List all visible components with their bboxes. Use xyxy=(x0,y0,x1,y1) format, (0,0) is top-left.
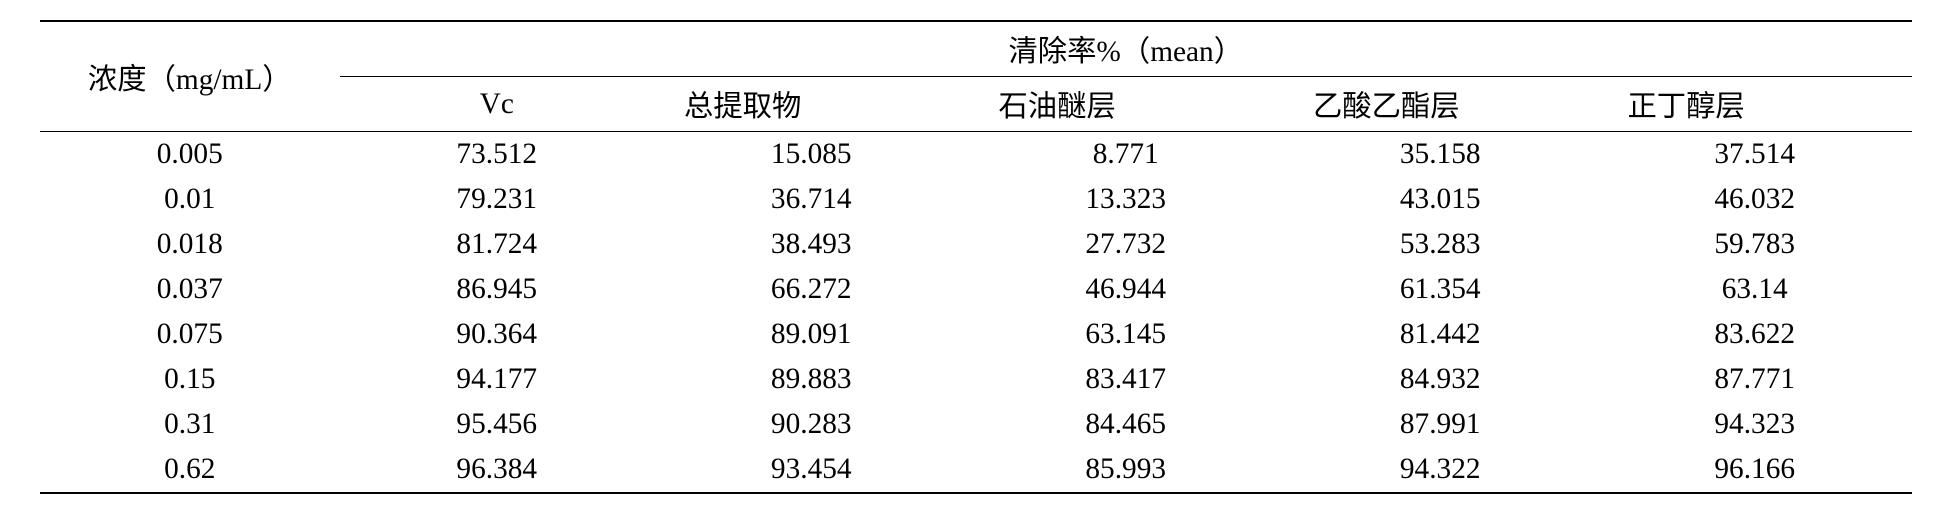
header-clearance-group: 清除率%（mean） xyxy=(340,21,1912,77)
cell-conc: 0.31 xyxy=(40,402,340,447)
cell-value: 93.454 xyxy=(654,447,968,493)
subheader-pet-ether: 石油醚层 xyxy=(968,77,1282,132)
cell-value: 8.771 xyxy=(968,132,1282,178)
cell-value: 63.14 xyxy=(1597,267,1912,312)
cell-value: 43.015 xyxy=(1283,177,1597,222)
cell-value: 83.622 xyxy=(1597,312,1912,357)
cell-value: 46.032 xyxy=(1597,177,1912,222)
cell-value: 53.283 xyxy=(1283,222,1597,267)
cell-value: 38.493 xyxy=(654,222,968,267)
cell-value: 35.158 xyxy=(1283,132,1597,178)
cell-value: 81.442 xyxy=(1283,312,1597,357)
table-row: 0.62 96.384 93.454 85.993 94.322 96.166 xyxy=(40,447,1912,493)
cell-conc: 0.15 xyxy=(40,357,340,402)
cell-conc: 0.018 xyxy=(40,222,340,267)
cell-value: 85.993 xyxy=(968,447,1282,493)
table-row: 0.15 94.177 89.883 83.417 84.932 87.771 xyxy=(40,357,1912,402)
table-header: 浓度（mg/mL） 清除率%（mean） Vc 总提取物 石油醚层 乙酸乙酯层 … xyxy=(40,21,1912,132)
cell-value: 90.364 xyxy=(340,312,654,357)
cell-value: 87.991 xyxy=(1283,402,1597,447)
table-row: 0.075 90.364 89.091 63.145 81.442 83.622 xyxy=(40,312,1912,357)
subheader-ethyl-acetate: 乙酸乙酯层 xyxy=(1283,77,1597,132)
subheader-vc: Vc xyxy=(340,77,654,132)
cell-conc: 0.01 xyxy=(40,177,340,222)
table-row: 0.037 86.945 66.272 46.944 61.354 63.14 xyxy=(40,267,1912,312)
cell-value: 83.417 xyxy=(968,357,1282,402)
cell-value: 87.771 xyxy=(1597,357,1912,402)
table-row: 0.31 95.456 90.283 84.465 87.991 94.323 xyxy=(40,402,1912,447)
cell-value: 66.272 xyxy=(654,267,968,312)
cell-value: 61.354 xyxy=(1283,267,1597,312)
cell-value: 36.714 xyxy=(654,177,968,222)
cell-value: 94.322 xyxy=(1283,447,1597,493)
cell-value: 37.514 xyxy=(1597,132,1912,178)
cell-value: 94.323 xyxy=(1597,402,1912,447)
cell-value: 73.512 xyxy=(340,132,654,178)
table-row: 0.005 73.512 15.085 8.771 35.158 37.514 xyxy=(40,132,1912,178)
cell-conc: 0.62 xyxy=(40,447,340,493)
cell-value: 95.456 xyxy=(340,402,654,447)
cell-value: 81.724 xyxy=(340,222,654,267)
cell-value: 63.145 xyxy=(968,312,1282,357)
cell-value: 89.883 xyxy=(654,357,968,402)
cell-value: 84.465 xyxy=(968,402,1282,447)
cell-value: 89.091 xyxy=(654,312,968,357)
table-body: 0.005 73.512 15.085 8.771 35.158 37.514 … xyxy=(40,132,1912,494)
cell-value: 46.944 xyxy=(968,267,1282,312)
cell-value: 94.177 xyxy=(340,357,654,402)
cell-conc: 0.005 xyxy=(40,132,340,178)
cell-value: 96.384 xyxy=(340,447,654,493)
table-row: 0.01 79.231 36.714 13.323 43.015 46.032 xyxy=(40,177,1912,222)
table-row: 0.018 81.724 38.493 27.732 53.283 59.783 xyxy=(40,222,1912,267)
cell-value: 84.932 xyxy=(1283,357,1597,402)
header-concentration: 浓度（mg/mL） xyxy=(40,21,340,132)
cell-value: 15.085 xyxy=(654,132,968,178)
cell-value: 13.323 xyxy=(968,177,1282,222)
cell-conc: 0.075 xyxy=(40,312,340,357)
cell-conc: 0.037 xyxy=(40,267,340,312)
cell-value: 86.945 xyxy=(340,267,654,312)
cell-value: 90.283 xyxy=(654,402,968,447)
clearance-rate-table: 浓度（mg/mL） 清除率%（mean） Vc 总提取物 石油醚层 乙酸乙酯层 … xyxy=(40,20,1912,494)
cell-value: 59.783 xyxy=(1597,222,1912,267)
cell-value: 79.231 xyxy=(340,177,654,222)
cell-value: 27.732 xyxy=(968,222,1282,267)
subheader-total: 总提取物 xyxy=(654,77,968,132)
cell-value: 96.166 xyxy=(1597,447,1912,493)
subheader-n-butanol: 正丁醇层 xyxy=(1597,77,1912,132)
